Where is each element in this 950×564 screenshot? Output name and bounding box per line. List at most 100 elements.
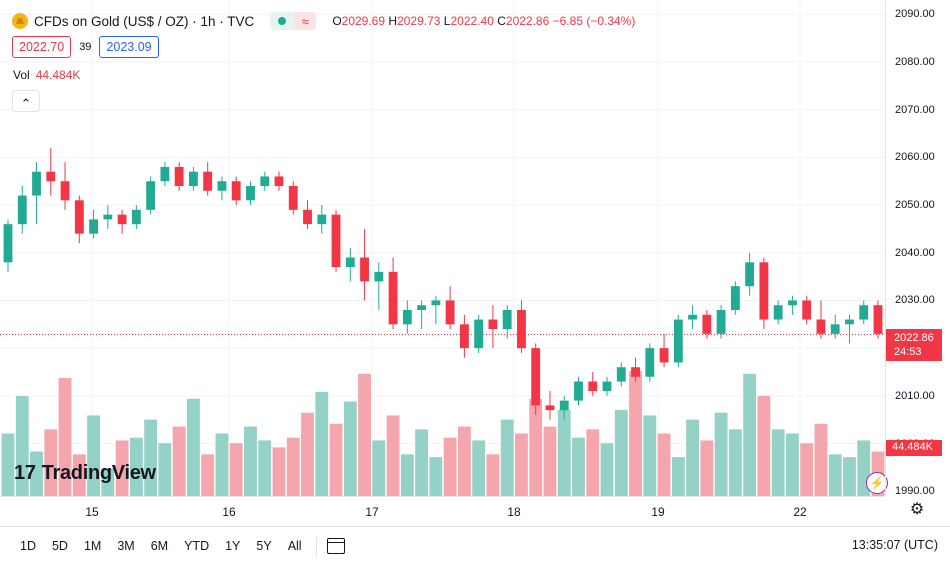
chevron-up-icon: ⌃ xyxy=(20,96,32,111)
volume-bar xyxy=(129,437,143,496)
time-tick-label: 16 xyxy=(222,505,236,519)
candle-body xyxy=(730,286,740,310)
candle-body xyxy=(502,310,512,330)
candle-body xyxy=(231,181,241,201)
price-tick-label: 2080.00 xyxy=(895,56,935,68)
volume-bar xyxy=(657,433,671,496)
time-tick-label: 22 xyxy=(793,505,807,519)
volume-bar xyxy=(386,415,400,496)
volume-bar xyxy=(201,454,215,496)
low-value: 2022.40 xyxy=(450,14,494,28)
gold-coin-icon xyxy=(12,13,28,29)
time-tick-label: 15 xyxy=(85,505,99,519)
volume-bar xyxy=(101,468,115,496)
price-tick-label: 1990.00 xyxy=(895,485,935,498)
price-tick-label: 2050.00 xyxy=(895,199,935,212)
candle-body xyxy=(645,348,655,377)
candle-body xyxy=(303,209,312,225)
volume-bar xyxy=(557,409,571,496)
range-1m-button[interactable]: 1M xyxy=(83,538,102,553)
range-all-button[interactable]: All xyxy=(287,538,302,553)
time-tick-label: 17 xyxy=(365,505,379,519)
volume-label: Vol xyxy=(13,68,30,82)
range-1y-button[interactable]: 1Y xyxy=(225,538,241,553)
time-axis[interactable]: 15 16 17 18 19 22 xyxy=(0,496,885,524)
volume-bar xyxy=(229,443,243,496)
candle-body xyxy=(474,319,484,349)
candle-body xyxy=(288,186,298,210)
volume-bar xyxy=(786,433,799,496)
candle-body xyxy=(417,305,427,310)
market-open-dot-icon[interactable] xyxy=(270,12,295,30)
candle-body xyxy=(602,381,612,392)
candle-body xyxy=(759,262,769,320)
calendar-icon[interactable] xyxy=(326,537,345,554)
range-6m-button[interactable]: 6M xyxy=(150,538,169,553)
chart-area[interactable] xyxy=(0,0,885,496)
candle-body xyxy=(217,181,227,191)
volume-bar xyxy=(671,457,685,496)
volume-bar xyxy=(828,454,842,496)
volume-bar xyxy=(728,429,742,496)
range-3m-button[interactable]: 3M xyxy=(117,538,135,553)
volume-bar xyxy=(400,454,414,496)
candle-body xyxy=(60,181,70,201)
price-tick-label: 2040.00 xyxy=(895,246,935,259)
volume-bar xyxy=(1,433,15,496)
volume-bar xyxy=(244,426,257,496)
candle-body xyxy=(459,324,469,349)
volume-bar xyxy=(529,398,543,496)
symbol-title[interactable]: CFDs on Gold (US$ / OZ) · 1h · TVC xyxy=(34,13,255,29)
candle-body xyxy=(17,195,27,225)
candle-body xyxy=(174,166,184,186)
price-axis[interactable]: 2090.00 2080.00 2070.00 2060.00 2050.00 2040.… xyxy=(885,0,950,498)
volume-legend: Vol 44.484K xyxy=(13,68,80,82)
tradingview-wordmark: TradingView xyxy=(41,462,156,484)
candle-body xyxy=(716,310,726,334)
sell-price-button[interactable]: 2022.70 xyxy=(12,36,72,58)
candle-body xyxy=(74,200,84,234)
candle-body xyxy=(331,214,341,268)
price-tick-label: 2070.00 xyxy=(895,103,935,116)
replay-button[interactable]: ⚡ xyxy=(866,472,888,494)
tradingview-logo[interactable]: 17 TradingView xyxy=(14,462,156,485)
time-tick-label: 19 xyxy=(651,505,665,519)
candle-body xyxy=(203,171,213,191)
high-value: 2029.73 xyxy=(397,14,441,28)
price-tick-label: 2090.00 xyxy=(895,8,935,21)
volume-bar xyxy=(144,419,158,496)
close-label: C xyxy=(497,14,506,28)
range-1d-button[interactable]: 1D xyxy=(20,538,36,553)
volume-bar xyxy=(457,426,471,496)
candle-body xyxy=(588,381,598,392)
series-legend: CFDs on Gold (US$ / OZ) · 1h · TVC ≈ O 20… xyxy=(12,10,635,32)
collapse-legend-button[interactable]: ⌃ xyxy=(12,90,40,112)
candlestick-chart[interactable] xyxy=(0,0,885,496)
bar-countdown: 24:53 xyxy=(894,346,922,358)
bottom-toolbar: 1D 5D 1M 3M 6M YTD 1Y 5Y All 13:35:07 (U… xyxy=(0,526,950,564)
candle-body xyxy=(246,186,255,201)
range-ytd-button[interactable]: YTD xyxy=(184,538,210,553)
volume-bar xyxy=(486,454,500,496)
volume-bar xyxy=(472,440,486,496)
wave-icon[interactable]: ≈ xyxy=(294,12,317,30)
candle-body xyxy=(274,176,284,186)
open-label: O xyxy=(332,14,342,28)
candle-body xyxy=(802,300,812,320)
lightning-icon: ⚡ xyxy=(869,476,885,490)
volume-bar xyxy=(714,412,728,496)
last-price-label: 2022.86 24:53 xyxy=(886,329,942,361)
volume-bar xyxy=(301,412,314,496)
price-tick-label: 2030.00 xyxy=(895,294,935,307)
candle-body xyxy=(431,300,441,306)
volume-bar xyxy=(700,440,714,496)
gear-icon[interactable]: ⚙ xyxy=(909,501,925,518)
volume-bar xyxy=(814,423,828,496)
volume-bar xyxy=(543,426,557,496)
range-5d-button[interactable]: 5D xyxy=(51,538,68,553)
volume-bar xyxy=(843,457,856,496)
range-5y-button[interactable]: 5Y xyxy=(256,538,272,553)
utc-clock[interactable]: 13:35:07 (UTC) xyxy=(851,538,938,552)
candle-body xyxy=(673,319,683,363)
buy-price-button[interactable]: 2023.09 xyxy=(99,36,159,58)
